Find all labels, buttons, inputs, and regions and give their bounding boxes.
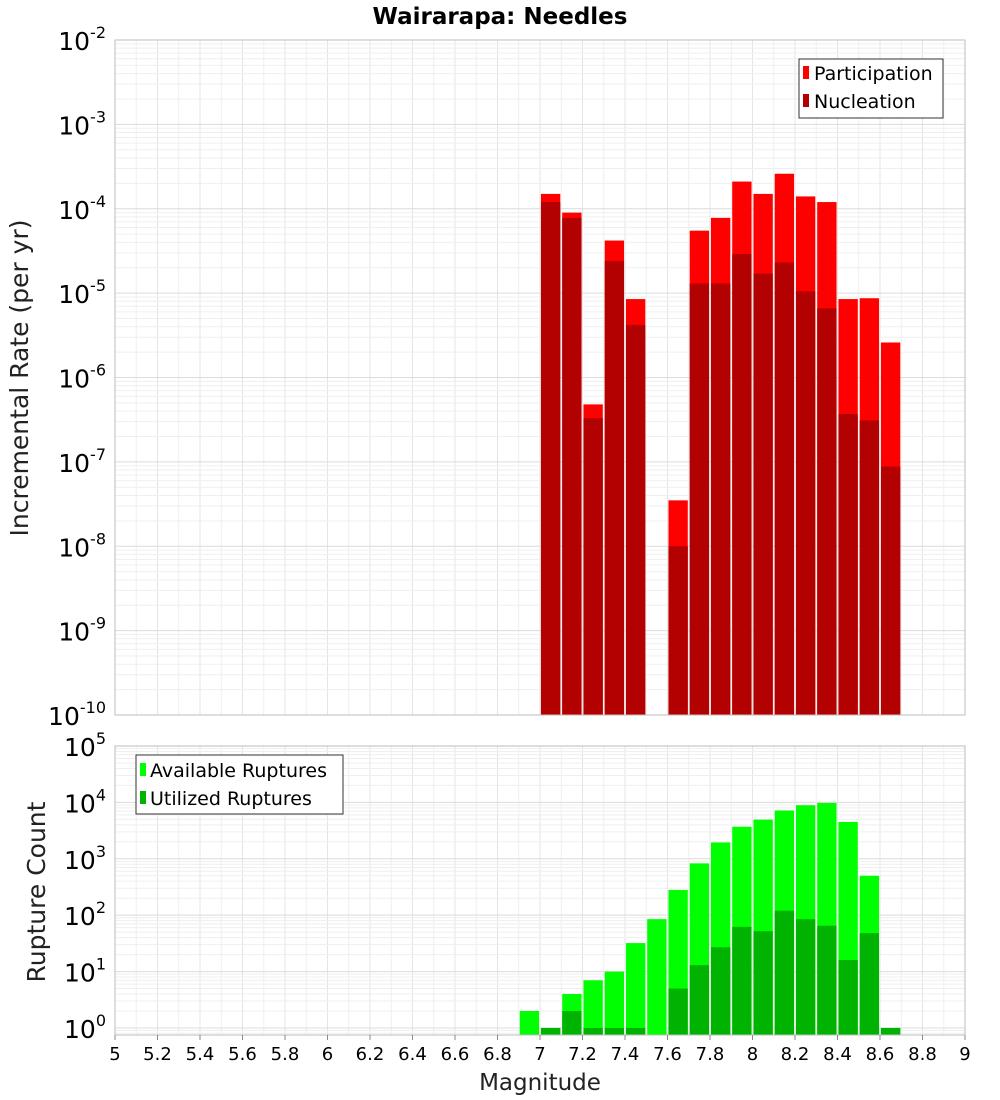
bottom-y-tick-label: 103 [64,842,106,875]
top-y-tick-label: 10-2 [58,23,106,56]
x-tick-label: 6.8 [483,1044,512,1065]
bottom-y-tick-label: 105 [64,729,106,762]
legend-swatch-available [140,763,146,776]
legend-label-nucleation: Nucleation [814,91,916,113]
top-bar-nucleation-11 [795,291,816,715]
top-bar-nucleation-9 [753,273,773,715]
top-y-tick-label: 10-5 [58,276,106,309]
bottom-bar-utilized-ruptures-2 [562,1010,582,1035]
bottom-bar-available-ruptures-4 [604,971,625,1035]
bottom-bar-available-ruptures-0 [519,1010,540,1035]
legend-label-available: Available Ruptures [150,760,327,782]
bottom-y-axis-label: Rupture Count [22,801,51,982]
bottom-bar-utilized-ruptures-14 [817,925,837,1035]
incremental-rate-panel: 10-2 10-3 10-4 10-5 10-6 10-7 10-8 10-9 10-10 In… [5,23,966,731]
bottom-y-ticks: 105 104 103 102 101 100 [64,729,106,1044]
x-tick-label: 5.6 [228,1044,257,1065]
x-tick-label: 7.6 [653,1044,682,1065]
x-tick-label: 6.4 [398,1044,427,1065]
top-bar-nucleation-2 [583,418,603,715]
top-bar-nucleation-7 [710,283,731,715]
top-bar-nucleation-1 [562,217,582,715]
bottom-bars [519,802,901,1035]
legend-swatch-nucleation [803,94,809,107]
top-y-tick-label: 10-10 [48,698,106,731]
bottom-bar-utilized-ruptures-1 [540,1027,561,1035]
bottom-bar-utilized-ruptures-9 [710,947,731,1035]
x-tick-label: 6 [322,1044,333,1065]
x-tick-label: 8.4 [823,1044,852,1065]
top-y-tick-label: 10-7 [58,445,106,478]
top-y-tick-label: 10-6 [58,361,106,394]
x-tick-label: 7 [534,1044,545,1065]
top-bar-nucleation-5 [668,546,688,715]
bottom-bar-utilized-ruptures-12 [774,910,795,1035]
x-tick-label: 8.2 [781,1044,810,1065]
legend-label-utilized: Utilized Ruptures [150,788,312,810]
bottom-bar-available-ruptures-6 [647,919,667,1035]
bottom-bar-available-ruptures-5 [625,943,646,1035]
x-tick-label: 9 [959,1044,970,1065]
top-y-tick-label: 10-8 [58,529,106,562]
top-bar-nucleation-4 [625,324,646,715]
top-bar-nucleation-6 [689,283,710,715]
x-tick-label: 6.6 [441,1044,470,1065]
bottom-bar-utilized-ruptures-8 [689,965,710,1035]
bottom-bar-utilized-ruptures-17 [880,1027,901,1035]
top-y-axis-label: Incremental Rate (per yr) [5,220,34,537]
x-tick-label: 8.8 [908,1044,937,1065]
top-bar-nucleation-13 [838,413,858,715]
top-y-tick-label: 10-9 [58,614,106,647]
legend-swatch-utilized [140,791,146,804]
bottom-y-tick-label: 100 [64,1011,106,1044]
bottom-bar-utilized-ruptures-10 [732,926,752,1035]
rupture-count-panel: 105 104 103 102 101 100 Rupture Count Availab… [22,729,966,1044]
x-tick-label: 7.2 [568,1044,597,1065]
legend-swatch-participation [803,66,809,79]
top-grid [114,39,966,716]
x-tick-label: 8 [747,1044,758,1065]
bottom-bar-utilized-ruptures-3 [583,1027,603,1035]
top-y-tick-label: 10-4 [58,192,106,225]
bottom-y-tick-label: 104 [64,785,106,818]
x-tick-label: 5.4 [186,1044,215,1065]
bottom-bar-utilized-ruptures-5 [625,1027,646,1035]
top-bar-nucleation-0 [540,202,561,715]
legend-label-participation: Participation [814,63,933,85]
bottom-y-tick-label: 102 [64,898,106,931]
bottom-bar-utilized-ruptures-15 [838,960,858,1035]
x-tick-label: 7.4 [611,1044,640,1065]
bottom-bar-available-ruptures-3 [583,980,603,1035]
top-y-tick-label: 10-3 [58,107,106,140]
chart-title: Wairarapa: Needles [373,4,628,30]
bottom-bar-utilized-ruptures-13 [795,919,816,1035]
top-bar-nucleation-3 [604,261,625,715]
x-tick-label: 5.8 [271,1044,300,1065]
bottom-legend: Available Ruptures Utilized Ruptures [135,754,344,815]
x-tick-label: 6.2 [356,1044,385,1065]
x-axis-label: Magnitude [479,1070,601,1096]
x-tick-label: 5 [109,1044,120,1065]
bottom-bar-utilized-ruptures-7 [668,988,688,1035]
top-bar-nucleation-14 [859,420,880,715]
top-bar-nucleation-15 [880,466,901,715]
top-bar-nucleation-10 [774,262,795,715]
top-bar-nucleation-12 [817,308,837,715]
x-tick-label: 8.6 [866,1044,895,1065]
top-bars [540,173,901,716]
x-ticks: 5 5.2 5.4 5.6 5.8 6 6.2 6.4 6.6 6.8 7 7.2 7.4 7.6 7.8 8… [109,1035,971,1065]
top-plot-frame [114,39,966,716]
bottom-bar-utilized-ruptures-4 [604,1027,625,1035]
bottom-bar-utilized-ruptures-16 [859,933,880,1035]
top-y-ticks: 10-2 10-3 10-4 10-5 10-6 10-7 10-8 10-9 10-10 [48,23,106,731]
bottom-bar-utilized-ruptures-11 [753,931,773,1035]
top-legend: Participation Nucleation [798,58,944,119]
x-tick-label: 5.2 [143,1044,172,1065]
top-bar-nucleation-8 [732,254,752,715]
x-tick-label: 7.8 [696,1044,725,1065]
bottom-y-tick-label: 101 [64,955,106,988]
